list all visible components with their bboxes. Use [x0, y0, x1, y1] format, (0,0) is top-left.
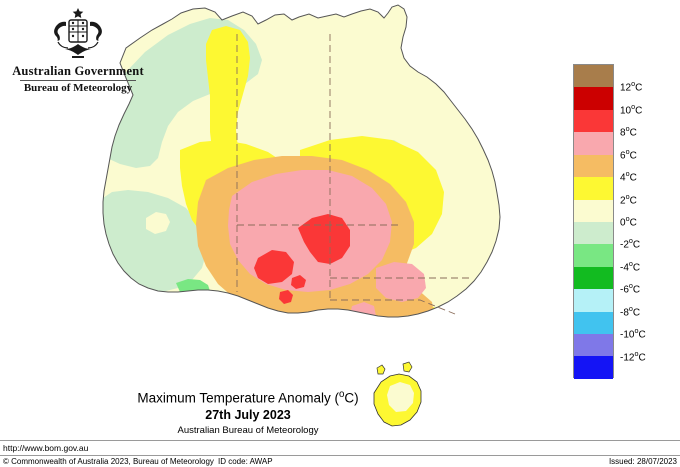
legend-label-2: 8oC [620, 124, 637, 139]
brand-government-line: Australian Government [12, 64, 144, 78]
map-titles: Maximum Temperature Anomaly (oC) 27th Ju… [78, 386, 418, 438]
australia-coastline [102, 4, 501, 318]
band-8-10-core-east [298, 214, 350, 264]
legend-band-12 [574, 334, 613, 357]
legend-label-11: -10oC [620, 326, 646, 341]
band-6-8-east-lobe [376, 262, 426, 302]
king-island [376, 364, 386, 375]
temperature-colour-scale: 12oC 10oC 8oC 6oC 4oC 2oC 0oC -2oC -4oC -6oC -8oC -… [573, 64, 665, 380]
band-6-8-gippsland [350, 302, 376, 317]
copyright-notice: © Commonwealth of Australia 2023, Bureau… [3, 457, 214, 466]
band-minus2-0-southwest [103, 190, 206, 293]
band-8-10-core-west [254, 250, 294, 284]
legend-band-6 [574, 199, 613, 222]
legend-label-9: -6oC [620, 281, 641, 296]
map-organisation: Australian Bureau of Meteorology [177, 424, 319, 436]
legend-band-8 [574, 244, 613, 267]
border-nsw-vic [330, 299, 456, 315]
legend-band-2 [574, 109, 613, 133]
brand-bureau-line: Bureau of Meteorology [23, 82, 133, 94]
legend-band-10 [574, 289, 613, 312]
band-0-2-inlier-wa [146, 212, 170, 234]
page-title: Maximum Temperature Anomaly (oC) [78, 386, 418, 407]
legend-band-7 [574, 221, 613, 245]
legend-band-4 [574, 154, 613, 178]
legend-band-9 [574, 266, 613, 290]
product-id-code: ID code: AWAP [218, 457, 273, 466]
flinders-island [402, 361, 413, 373]
australia-anomaly-map [102, 4, 501, 427]
legend-label-3: 6oC [620, 146, 637, 162]
bom-website-url[interactable]: http://www.bom.gov.au [3, 443, 89, 453]
state-borders [236, 34, 470, 315]
legend-label-1: 10oC [620, 101, 643, 117]
bom-branding: Australian Government Bureau of Meteorol… [4, 4, 152, 96]
legend-label-0: 12oC [620, 79, 643, 94]
legend-band-5 [574, 177, 613, 200]
map-date: 27th July 2023 [205, 407, 291, 422]
legend-label-6: 0oC [620, 214, 637, 229]
footer-divider-top [0, 440, 680, 441]
legend-label-10: -8oC [620, 303, 641, 319]
title-main-suffix: C) [344, 390, 359, 406]
legend-label-5: 2oC [620, 191, 637, 206]
legend-band-11 [574, 311, 613, 335]
legend-label-7: -2oC [620, 236, 641, 251]
legend-tick-labels: 12oC 10oC 8oC 6oC 4oC 2oC 0oC -2oC -4oC -6oC -8oC -… [620, 64, 680, 378]
issued-date: Issued: 28/07/2023 [608, 457, 677, 466]
australian-coat-of-arms-icon [54, 8, 102, 58]
legend-colour-bar [573, 64, 614, 379]
legend-label-4: 4oC [620, 169, 637, 184]
tasmania-band-0-2 [387, 382, 414, 412]
legend-band-3 [574, 132, 613, 155]
legend-label-8: -4oC [620, 258, 641, 274]
title-main-prefix: Maximum Temperature Anomaly ( [137, 390, 339, 406]
brand-divider [20, 80, 136, 81]
degree-symbol: o [338, 389, 345, 400]
legend-band-0 [574, 65, 613, 88]
tasmania [373, 361, 422, 427]
band-8-10-core-small-b [279, 290, 293, 304]
footer-divider-bottom [0, 455, 680, 456]
legend-label-12: -12oC [620, 348, 646, 363]
legend-band-1 [574, 87, 613, 110]
band-8-10-core-small-a [291, 275, 306, 289]
legend-band-13 [574, 356, 613, 379]
